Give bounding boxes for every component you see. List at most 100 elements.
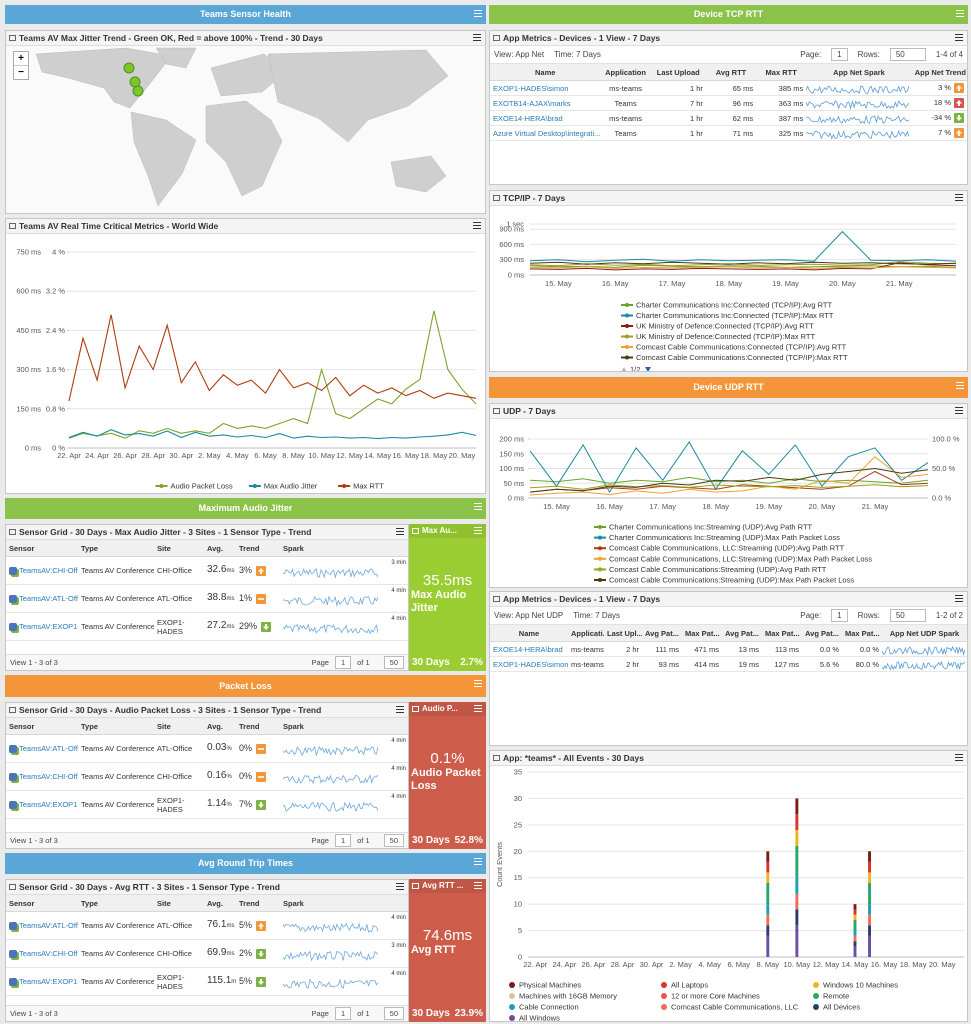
continent [390, 155, 447, 193]
trend-arrow-glyph [258, 748, 265, 750]
device-link[interactable]: EXOP1-HADES\simon [493, 83, 569, 93]
trend-arrow [256, 566, 267, 576]
menu-icon[interactable] [955, 595, 963, 602]
pager-rows[interactable]: 50 [383, 1007, 404, 1020]
value-cell: 387 ms [756, 110, 807, 126]
page-input[interactable]: 1 [831, 609, 848, 622]
menu-icon[interactable] [474, 680, 482, 687]
avg-value: 76.1 [207, 919, 227, 930]
trend-arrow [256, 744, 267, 754]
trend-arrow-glyph [956, 100, 962, 106]
sensor-link[interactable]: TeamsAV:EXOP1- [19, 799, 78, 809]
legend-marker [252, 484, 257, 488]
device-link[interactable]: EXOP1-HADES\simon [493, 659, 568, 669]
y-tick-label: 600 ms [499, 240, 524, 249]
spark-line [283, 745, 378, 756]
avg-unit: ms [226, 596, 235, 602]
pager-page[interactable]: 1 [334, 1007, 352, 1020]
view-select[interactable]: View: App Net UDP [494, 611, 564, 620]
rows-select[interactable]: 50 [889, 609, 926, 622]
tile-title-text: Avg RTT ... [422, 881, 464, 890]
sensor-link[interactable]: TeamsAV:EXOP1- [19, 976, 78, 986]
legend-marker [598, 556, 602, 561]
sensor-link[interactable]: TeamsAV:ATL-Offi [19, 743, 78, 753]
menu-icon[interactable] [474, 858, 482, 865]
sensor-link[interactable]: TeamsAV:ATL-Offi [19, 593, 78, 603]
bar-segment [853, 914, 857, 920]
sensor-link[interactable]: TeamsAV:CHI-Offi [19, 948, 78, 958]
legend-label: All Windows [519, 1014, 560, 1023]
y-tick-label: 300 ms [499, 255, 524, 264]
menu-icon[interactable] [956, 10, 964, 17]
app-row: Azure Virtual Desktop\integrati... Teams 1… [490, 125, 967, 141]
pager-rows[interactable]: 50 [383, 656, 404, 669]
value-cell: 325 ms [756, 125, 807, 141]
y-tick-label: 2.4 % [46, 326, 66, 335]
sensor-row: TeamsAV:CHI-Offi Teams AV Conference CHI-O… [6, 556, 408, 585]
panel-title: Sensor Grid - 30 Days - Max Audio Jitter… [6, 525, 408, 540]
device-link[interactable]: Azure Virtual Desktop\integrati... [493, 128, 601, 138]
menu-icon[interactable] [474, 527, 482, 534]
name-cell: EXOP1-HADES\simon [490, 656, 568, 672]
sensor-link[interactable]: TeamsAV:EXOP1- [19, 621, 78, 631]
menu-icon[interactable] [955, 194, 963, 201]
menu-icon[interactable] [955, 407, 963, 414]
menu-icon[interactable] [956, 382, 964, 389]
pager-page[interactable]: 1 [334, 656, 352, 669]
sensor-link[interactable]: TeamsAV:CHI-Offi [19, 771, 78, 781]
menu-icon[interactable] [473, 222, 481, 229]
page-input[interactable]: 1 [831, 48, 848, 61]
rows-select[interactable]: 50 [889, 48, 926, 61]
time-select[interactable]: Time: 7 Days [573, 611, 621, 620]
column-header: Name [490, 625, 568, 642]
bar-segment [766, 914, 770, 926]
device-link[interactable]: EXOE14-HERA\brad [493, 644, 563, 654]
cell-text: Teams [614, 98, 637, 108]
panel: Teams AV Max Jitter Trend - Green OK, Re… [5, 30, 486, 214]
legend-prev [621, 367, 627, 371]
spark-line [283, 773, 378, 784]
y-tick-label: 100.0 % [932, 435, 960, 444]
zoom-in[interactable]: + [14, 52, 28, 66]
menu-icon[interactable] [474, 10, 482, 17]
zoom-out[interactable]: − [18, 67, 24, 78]
x-tick-label: 12. May [336, 451, 363, 460]
sensor-icon [9, 922, 17, 930]
menu-icon[interactable] [474, 705, 482, 712]
x-tick-label: 15. May [545, 279, 572, 288]
device-link[interactable]: EXOTB14-AJAX\marks [493, 98, 571, 108]
menu-icon[interactable] [955, 34, 963, 41]
menu-icon[interactable] [396, 528, 404, 535]
pager-page[interactable]: 1 [334, 834, 352, 847]
pager-rows[interactable]: 50 [383, 834, 404, 847]
menu-icon[interactable] [473, 34, 481, 41]
cell-text: 18 % [933, 97, 951, 107]
legend-label: UK Ministry of Defence:Connected (TCP/IP… [636, 332, 815, 341]
view-select[interactable]: View: App Net [494, 50, 545, 59]
sensor-table: Sensor Type Site Avg. Trend Spark TeamsAV:CHI-… [6, 540, 408, 641]
menu-icon[interactable] [474, 503, 482, 510]
menu-icon[interactable] [396, 883, 404, 890]
column-header: Avg. [204, 540, 236, 557]
menu-icon[interactable] [396, 706, 404, 713]
trend-arrow-glyph [258, 776, 265, 778]
continent [35, 47, 172, 109]
tile-change: 52.8% [454, 835, 483, 846]
sensor-link[interactable]: TeamsAV:CHI-Offi [19, 565, 78, 575]
series-line [529, 262, 957, 271]
section-header: Packet Loss [5, 675, 486, 697]
device-link[interactable]: EXOE14-HERA\brad [493, 113, 563, 123]
menu-icon[interactable] [474, 882, 482, 889]
x-tick-label: 10. May [308, 451, 335, 460]
bar-segment [766, 904, 770, 915]
time-select[interactable]: Time: 7 Days [554, 50, 601, 59]
sensor-cell: TeamsAV:EXOP1- [6, 790, 78, 819]
sensor-icon [9, 773, 17, 781]
avg-cell: 0.03% [204, 734, 236, 763]
sensor-link[interactable]: TeamsAV:ATL-Offi [19, 920, 78, 930]
legend-label: Charter Communications Inc:Connected (TC… [636, 301, 832, 310]
avg-unit: ms [226, 923, 235, 929]
panel-title-text: App Metrics - Devices - 1 View - 7 Days [503, 594, 661, 604]
column-header: Avg Pat... [722, 625, 762, 642]
menu-icon[interactable] [955, 754, 963, 761]
